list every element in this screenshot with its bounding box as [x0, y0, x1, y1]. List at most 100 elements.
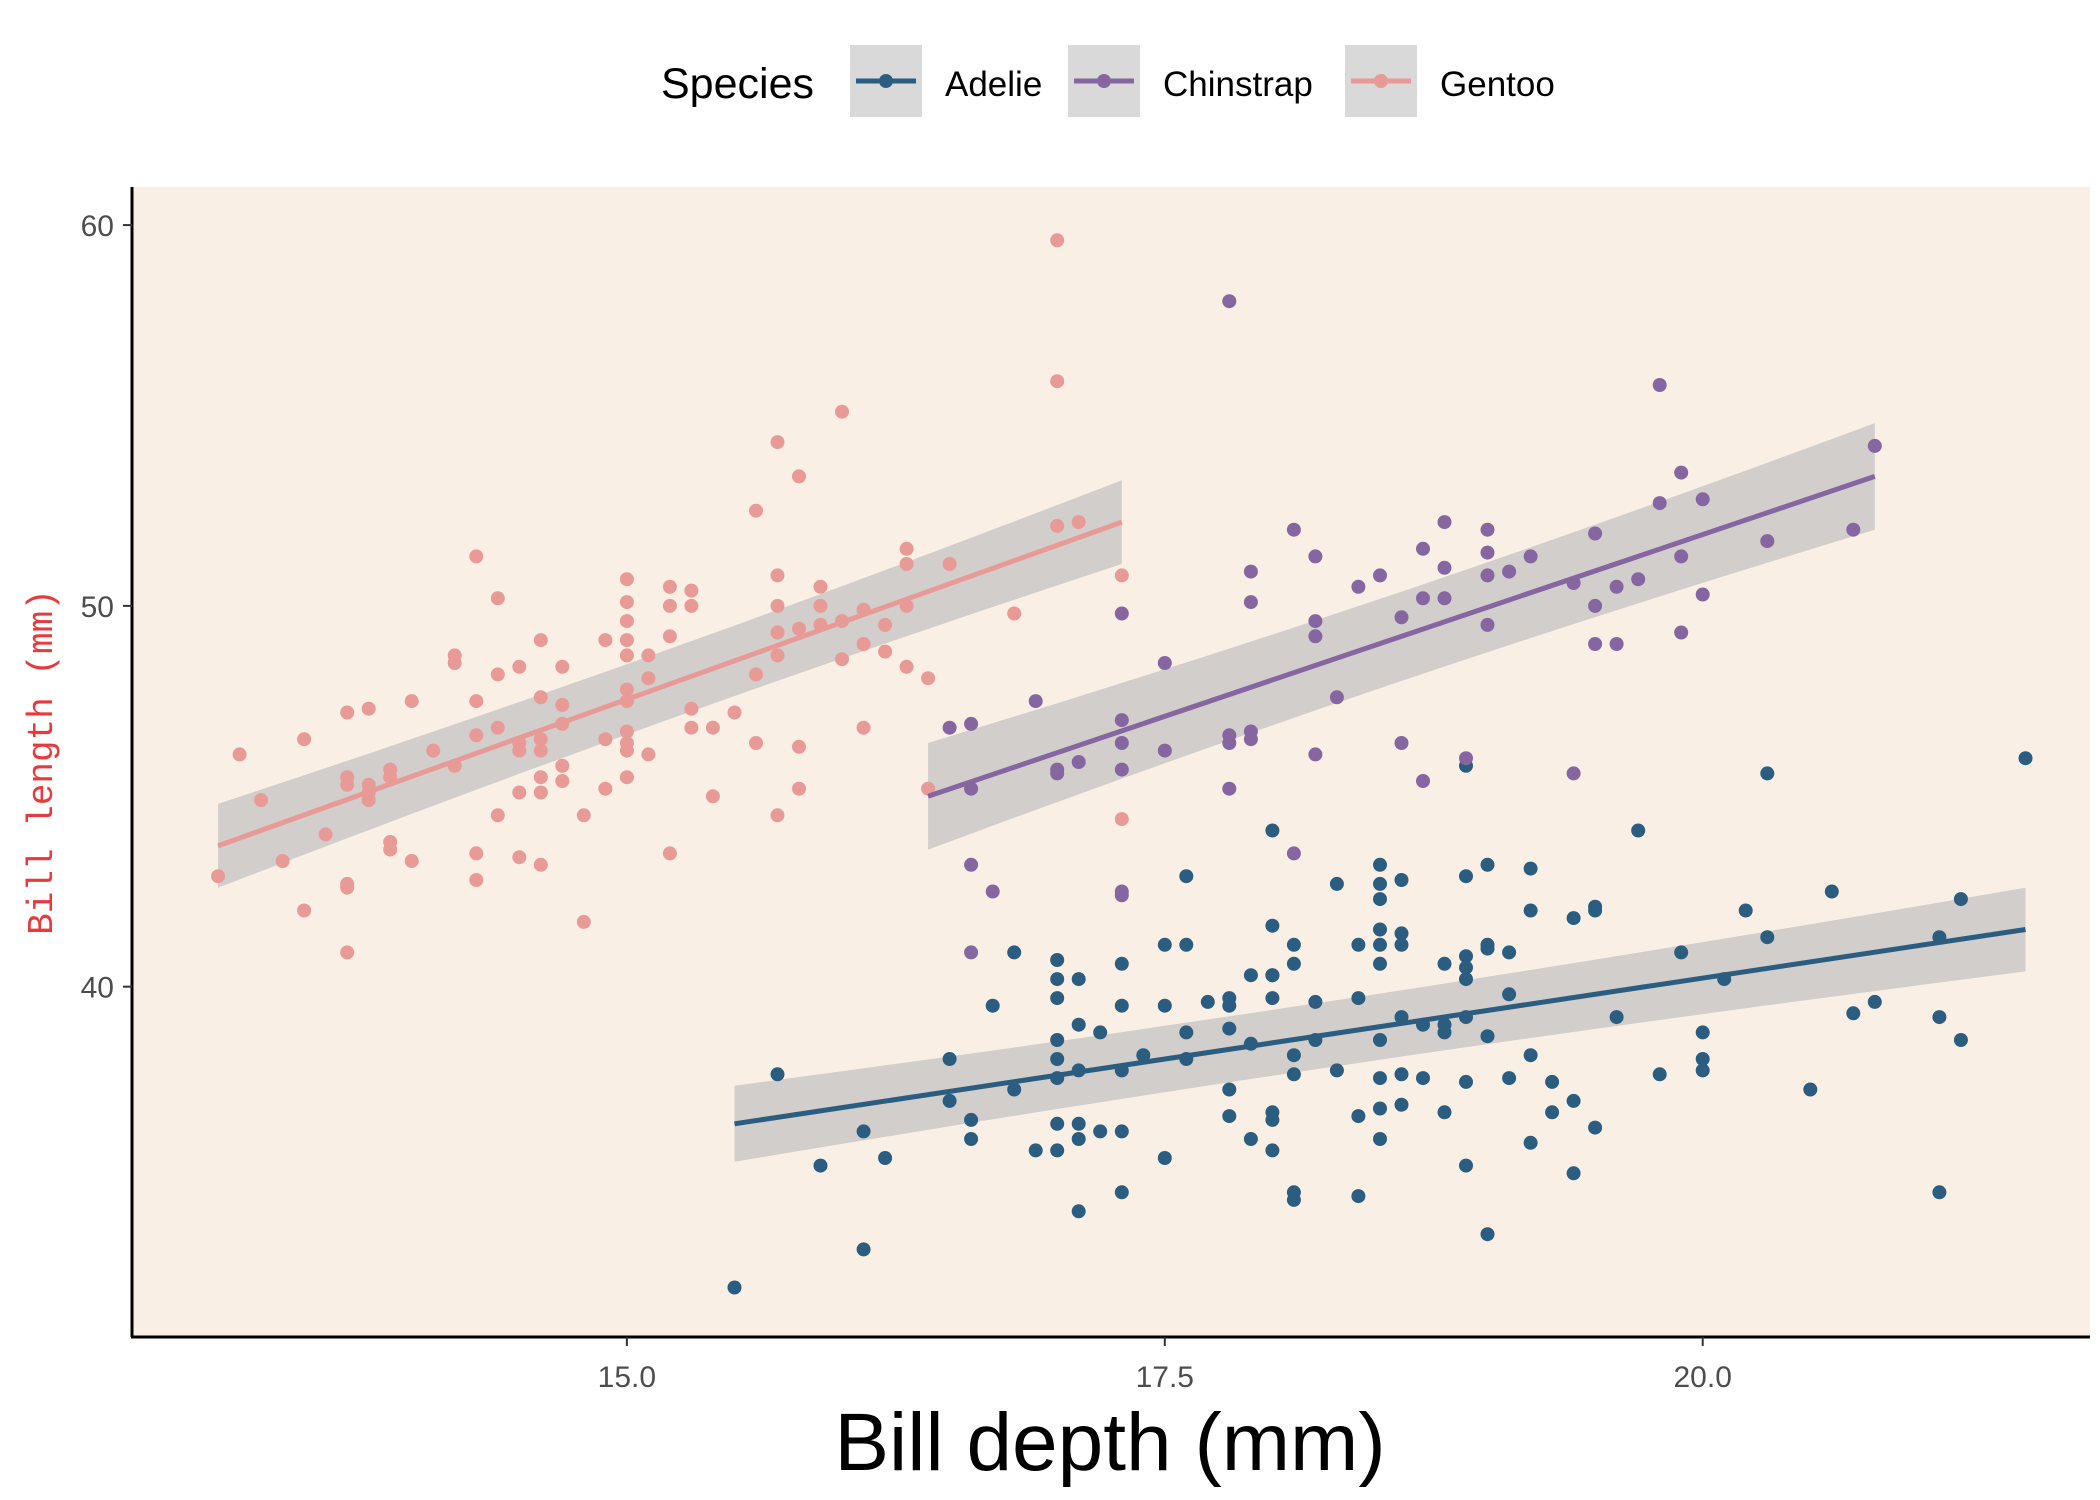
point-gentoo	[533, 732, 548, 747]
point-gentoo	[619, 724, 634, 739]
point-adelie	[1136, 1048, 1151, 1063]
x-tick-label: 17.5	[1136, 1361, 1194, 1394]
point-adelie	[1437, 1105, 1452, 1120]
point-adelie	[1846, 1006, 1861, 1021]
point-chinstrap	[1437, 515, 1452, 530]
point-chinstrap	[1222, 781, 1237, 796]
point-chinstrap	[1243, 595, 1258, 610]
x-axis-ticks: 15.0 17.5 20.0	[598, 1337, 1732, 1394]
point-chinstrap	[1308, 614, 1323, 629]
point-adelie	[1286, 1048, 1301, 1063]
point-adelie	[1437, 1017, 1452, 1032]
point-gentoo	[619, 614, 634, 629]
point-chinstrap	[1308, 629, 1323, 644]
point-gentoo	[533, 690, 548, 705]
point-adelie	[1286, 937, 1301, 952]
point-gentoo	[598, 732, 613, 747]
point-adelie	[1609, 1010, 1624, 1025]
point-gentoo	[792, 739, 806, 754]
point-adelie	[1222, 998, 1237, 1013]
x-tick-label: 20.0	[1674, 1361, 1732, 1394]
point-adelie	[1050, 1052, 1065, 1066]
point-adelie	[2018, 751, 2033, 766]
point-adelie	[1824, 884, 1839, 899]
point-gentoo	[404, 854, 419, 868]
point-gentoo	[490, 667, 505, 682]
point-adelie	[1480, 857, 1495, 872]
point-gentoo	[619, 595, 634, 610]
point-gentoo	[813, 598, 828, 613]
point-adelie	[1373, 956, 1387, 971]
point-adelie	[1932, 1010, 1947, 1025]
point-chinstrap	[1674, 625, 1689, 640]
point-adelie	[1394, 926, 1409, 941]
point-chinstrap	[1373, 568, 1387, 583]
point-gentoo	[792, 621, 806, 636]
point-adelie	[856, 1242, 871, 1257]
point-gentoo	[1050, 233, 1065, 248]
point-chinstrap	[1394, 736, 1409, 750]
point-chinstrap	[1114, 713, 1129, 728]
point-chinstrap	[1437, 591, 1452, 606]
point-chinstrap	[1286, 522, 1301, 537]
point-adelie	[1071, 1116, 1086, 1131]
point-gentoo	[662, 629, 677, 644]
point-gentoo	[1114, 568, 1129, 583]
legend: Species Adelie Chinstrap Gentoo	[661, 45, 1555, 117]
point-chinstrap	[964, 857, 979, 872]
point-adelie	[1114, 1185, 1129, 1200]
point-adelie	[1265, 1105, 1280, 1120]
point-adelie	[1179, 1025, 1194, 1040]
point-adelie	[1050, 1116, 1065, 1131]
point-adelie	[1329, 1063, 1344, 1078]
point-chinstrap	[1243, 564, 1258, 579]
point-gentoo	[684, 701, 699, 716]
legend-label-gentoo: Gentoo	[1440, 65, 1555, 104]
regression-lines	[217, 474, 2026, 1127]
point-gentoo	[490, 808, 505, 823]
point-adelie	[1437, 956, 1452, 971]
point-gentoo	[899, 659, 914, 674]
point-chinstrap	[964, 945, 979, 960]
point-chinstrap	[1846, 522, 1861, 537]
point-gentoo	[921, 671, 936, 686]
point-gentoo	[856, 720, 871, 735]
point-gentoo	[297, 732, 312, 747]
point-chinstrap	[1609, 637, 1624, 651]
point-adelie	[1265, 1143, 1280, 1158]
point-chinstrap	[1480, 522, 1495, 537]
point-adelie	[1222, 1082, 1237, 1097]
point-gentoo	[232, 747, 247, 762]
point-gentoo	[555, 697, 570, 712]
point-adelie	[1523, 1135, 1538, 1150]
point-adelie	[1932, 1185, 1947, 1200]
point-gentoo	[749, 736, 763, 750]
point-adelie	[1459, 972, 1473, 987]
point-gentoo	[619, 633, 634, 648]
point-adelie	[1652, 1067, 1667, 1082]
point-adelie	[1114, 998, 1129, 1013]
point-adelie	[1050, 1143, 1065, 1158]
point-gentoo	[727, 705, 742, 720]
point-gentoo	[318, 827, 333, 842]
legend-item-adelie: Adelie	[850, 45, 1042, 117]
point-adelie	[1265, 991, 1280, 1006]
point-gentoo	[340, 876, 355, 891]
point-adelie	[770, 1067, 785, 1082]
point-adelie	[1588, 1120, 1603, 1135]
point-adelie	[1351, 1109, 1366, 1124]
point-adelie	[1286, 956, 1301, 971]
point-adelie	[1265, 823, 1280, 838]
point-adelie	[1222, 1109, 1237, 1124]
point-gentoo	[469, 728, 484, 743]
point-gentoo	[662, 579, 677, 594]
point-adelie	[1071, 1204, 1086, 1219]
point-adelie	[1157, 937, 1172, 952]
point-gentoo	[490, 720, 505, 735]
point-chinstrap	[1028, 694, 1043, 709]
point-gentoo	[662, 598, 677, 613]
point-adelie	[964, 1112, 979, 1127]
point-adelie	[1480, 1029, 1495, 1044]
point-gentoo	[533, 743, 548, 758]
point-adelie	[1953, 1033, 1968, 1047]
